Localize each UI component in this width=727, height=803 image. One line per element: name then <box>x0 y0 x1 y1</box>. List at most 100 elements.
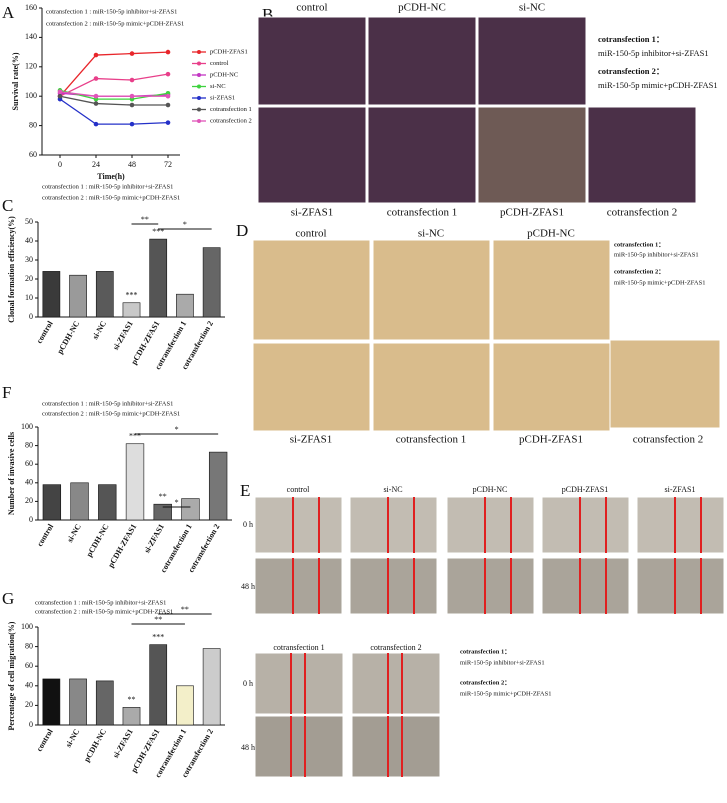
point <box>93 93 99 99</box>
micrograph <box>446 496 535 554</box>
note: cotransfection 1 : miR-150-5p inhibitor+… <box>42 400 173 407</box>
legend-label: cotransfection 2 <box>210 117 252 124</box>
note: cotransfection 2： <box>598 66 664 76</box>
note: miR-150-5p mimic+pCDH-ZFAS1 <box>598 80 718 90</box>
significance: *** <box>126 291 138 300</box>
y-tick-label: 0 <box>29 720 33 729</box>
legend-label: si-ZFAS1 <box>210 94 235 101</box>
micrograph <box>446 557 535 615</box>
y-tick-label: 40 <box>25 478 33 487</box>
note: cotransfection 2 : miR-150-5p mimic+pCDH… <box>35 608 173 615</box>
image-label: si-NC <box>383 485 402 494</box>
y-tick-label: 20 <box>25 274 33 283</box>
legend-marker <box>197 61 201 66</box>
legend-marker <box>197 50 201 54</box>
bar <box>149 644 168 726</box>
point <box>129 77 135 83</box>
image-label: control <box>295 228 326 240</box>
micrograph <box>257 16 367 106</box>
micrograph <box>477 16 587 106</box>
note: cotransfection 2 : miR-150-5p mimic+pCDH… <box>46 20 184 27</box>
bracket-label: * <box>175 425 179 434</box>
bar <box>181 498 200 521</box>
bar <box>42 678 61 726</box>
micrograph <box>351 715 441 778</box>
panel-letter: E <box>240 481 250 500</box>
legend-label: si-NC <box>210 83 226 90</box>
note: cotransfection 2： <box>614 268 665 275</box>
micrograph <box>351 652 441 715</box>
bar <box>125 443 145 521</box>
bar <box>176 685 194 726</box>
image-label: pCDH-ZFAS1 <box>500 207 564 219</box>
image-label: control <box>287 485 310 494</box>
note: cotransfection 1： <box>614 241 665 248</box>
micrograph <box>477 106 587 204</box>
micrograph <box>636 496 725 554</box>
legend-marker <box>197 107 201 112</box>
y-axis-label: Number of invasive cells <box>7 432 16 515</box>
x-tick-label: si-ZFAS1 <box>111 319 135 351</box>
y-tick-label: 100 <box>21 622 33 631</box>
y-tick-label: 120 <box>25 62 37 71</box>
micrograph <box>349 557 438 615</box>
note: cotransfection 2 : miR-150-5p mimic+pCDH… <box>42 194 180 201</box>
image-label: si-ZFAS1 <box>665 485 696 494</box>
micrograph <box>367 106 477 204</box>
note: cotransfection 1： <box>460 648 511 655</box>
y-tick-label: 0 <box>29 515 33 524</box>
y-axis-label: Clonal formation efficiency(%) <box>7 216 16 323</box>
y-tick-label: 20 <box>25 700 33 709</box>
micrograph <box>636 557 725 615</box>
significance: *** <box>152 227 164 236</box>
significance: ** <box>128 695 136 704</box>
y-tick-label: 80 <box>25 440 33 449</box>
point <box>165 120 171 125</box>
point <box>57 93 63 99</box>
x-tick-label: pCDH-NC <box>85 522 111 558</box>
note: miR-150-5p inhibitor+si-ZFAS1 <box>614 251 699 258</box>
bar <box>42 484 62 521</box>
bar <box>149 238 168 318</box>
y-tick-label: 30 <box>25 255 33 264</box>
image-label: si-ZFAS1 <box>291 207 334 219</box>
image-label: pCDH-ZFAS1 <box>519 434 583 446</box>
image-label: cotransfection 1 <box>387 207 458 219</box>
bracket-label: * <box>175 498 179 507</box>
micrograph <box>541 496 630 554</box>
bar <box>98 484 117 521</box>
x-tick-label: 24 <box>92 160 100 169</box>
bar <box>95 271 114 318</box>
bar <box>202 247 221 318</box>
x-tick-label: si-NC <box>91 319 109 341</box>
x-tick-label: si-ZFAS1 <box>111 727 135 759</box>
panel-letter: C <box>2 196 13 215</box>
micrograph <box>492 239 611 341</box>
micrograph <box>252 239 371 341</box>
legend-label: control <box>210 60 229 67</box>
micrograph <box>372 342 491 432</box>
panel-letter: A <box>2 3 15 22</box>
micrograph <box>254 652 344 715</box>
point <box>129 121 135 127</box>
image-label: pCDH-NC <box>473 485 508 494</box>
x-tick-label: 0 <box>58 160 62 169</box>
image-label: si-NC <box>519 2 545 14</box>
micrograph <box>587 106 697 204</box>
micrograph <box>372 239 491 341</box>
series-line <box>59 51 169 97</box>
bracket-label: ** <box>154 615 162 624</box>
note: miR-150-5p inhibitor+si-ZFAS1 <box>598 48 709 58</box>
x-tick-label: 48 <box>128 160 136 169</box>
x-axis-label: Time(h) <box>97 172 125 181</box>
row-label: 0 h <box>243 679 253 688</box>
image-label: cotransfection 2 <box>633 434 704 446</box>
legend-marker <box>197 96 201 100</box>
x-tick-label: pCDH-NC <box>55 319 81 355</box>
micrograph <box>254 715 344 778</box>
y-tick-label: 160 <box>25 3 37 12</box>
micrograph <box>349 496 438 554</box>
micrograph <box>254 557 343 615</box>
series-line <box>59 73 169 97</box>
